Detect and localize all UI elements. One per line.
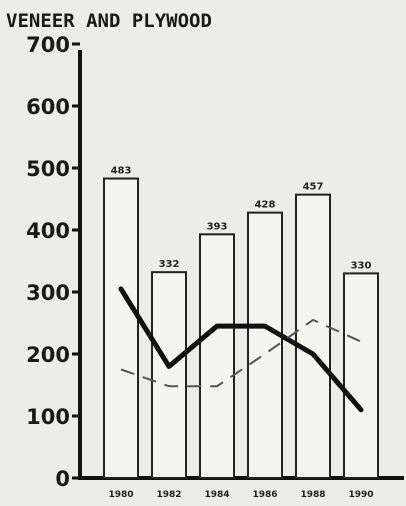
y-tick-label: 200 — [26, 343, 70, 367]
y-tick-label: 400 — [26, 219, 70, 243]
x-tick-label: 1982 — [156, 490, 181, 500]
y-tick-label: 100 — [26, 405, 70, 429]
lines — [118, 286, 364, 413]
y-tick-label: 500 — [26, 157, 70, 181]
bar-data-label: 332 — [159, 259, 180, 270]
data-labels: 483 332 393 428 457 330 — [111, 166, 372, 272]
bar-data-label: 393 — [207, 221, 228, 232]
bar — [199, 233, 235, 479]
x-tick-label: 1984 — [204, 490, 229, 500]
y-ticks: 0 100 200 300 400 500 600 700 — [26, 33, 80, 491]
bar — [295, 193, 331, 479]
y-tick-label: 0 — [55, 467, 70, 491]
solid-series-line — [118, 286, 364, 413]
chart-title: VENEER AND PLYWOOD — [6, 10, 212, 32]
x-tick-label: 1980 — [108, 490, 133, 500]
dashed-series-line — [120, 318, 362, 388]
bar-data-label: 483 — [111, 166, 132, 177]
x-tick-label: 1986 — [252, 490, 277, 500]
y-tick-label: 600 — [26, 95, 70, 119]
bars — [103, 177, 379, 479]
y-tick-label: 300 — [26, 281, 70, 305]
x-ticks: 1980 1982 1984 1986 1988 1990 — [108, 490, 373, 500]
bar — [343, 272, 379, 479]
y-tick-label: 700 — [26, 33, 70, 57]
x-tick-label: 1990 — [348, 490, 373, 500]
bar-data-label: 457 — [303, 182, 324, 193]
bar-data-label: 330 — [351, 260, 372, 271]
bar-data-label: 428 — [255, 200, 276, 211]
bar — [103, 177, 139, 479]
x-tick-label: 1988 — [300, 490, 325, 500]
bar — [151, 271, 187, 479]
